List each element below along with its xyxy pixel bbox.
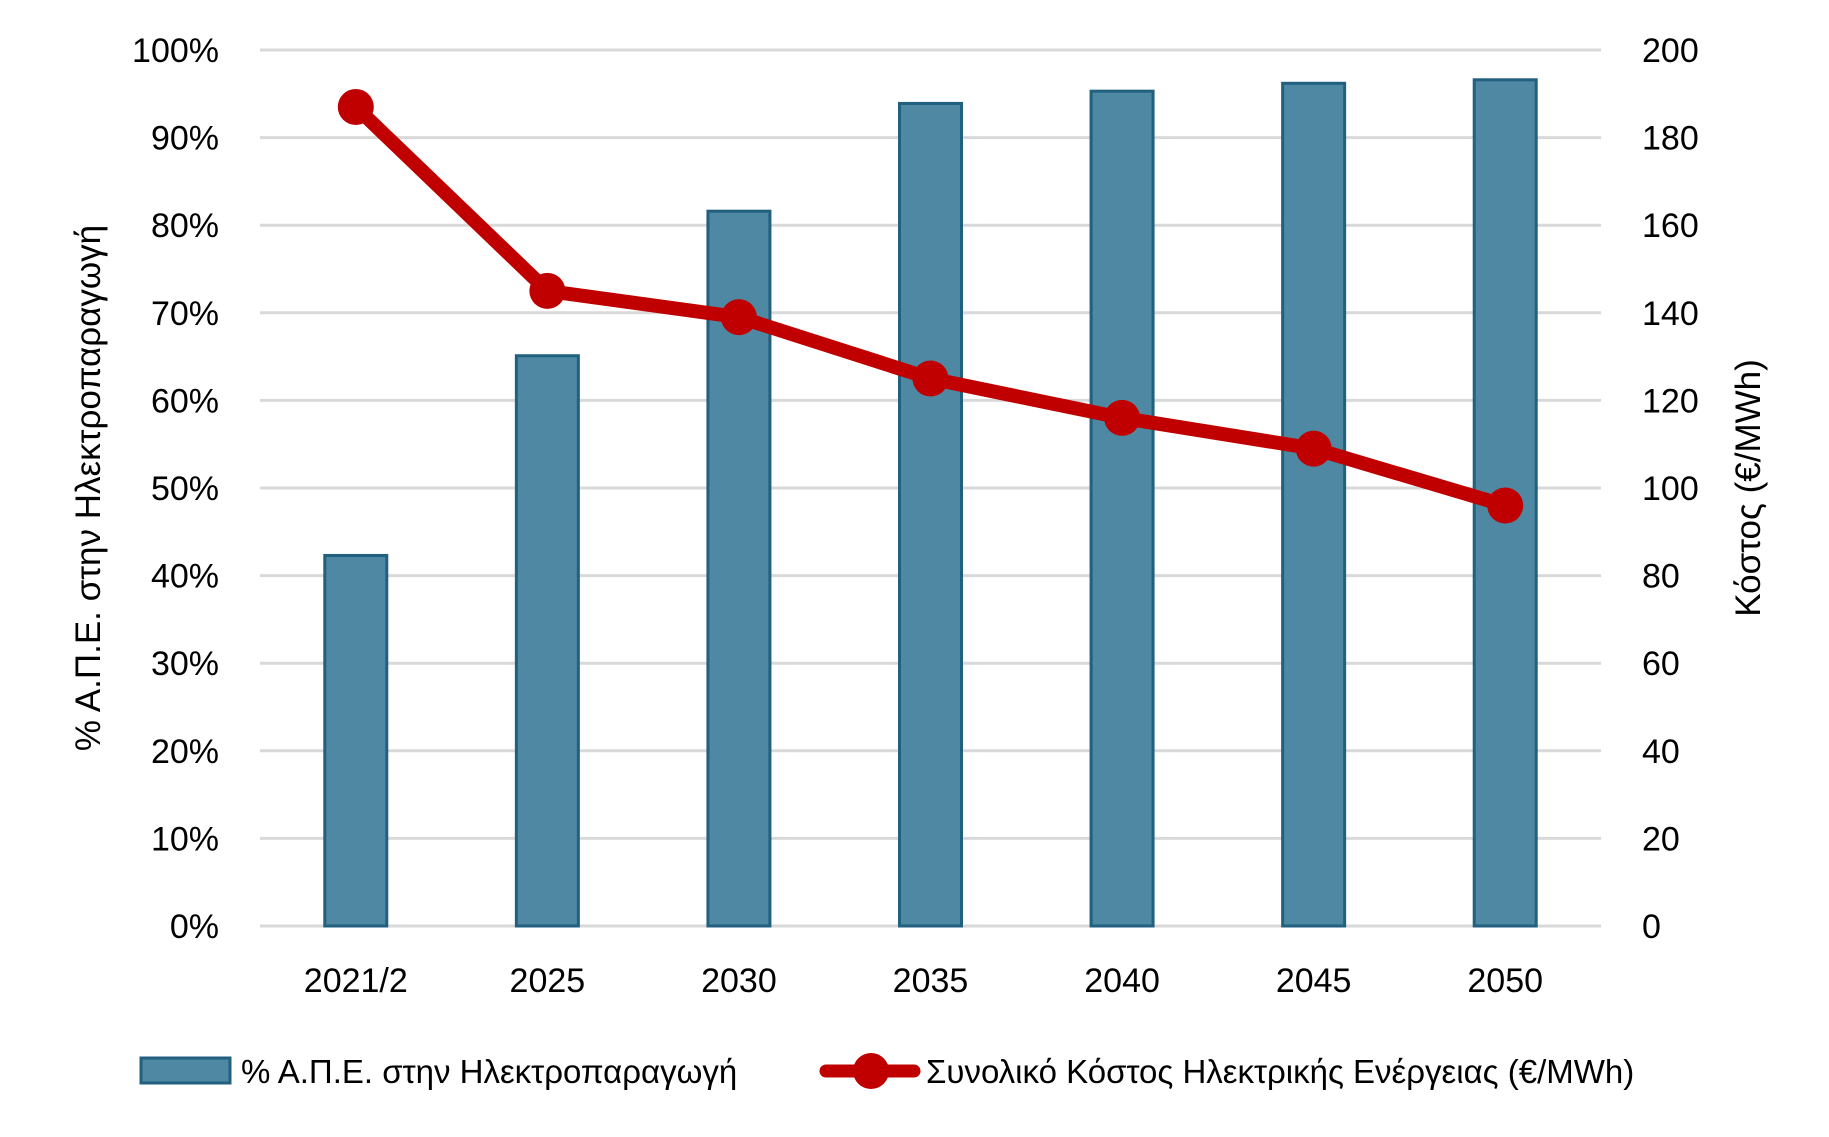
bar[interactable] — [1089, 89, 1155, 928]
x-axis-labels: 2021/2 2025 2030 2035 2040 2045 2050 — [304, 962, 1543, 1000]
right-tick-label: 120 — [1642, 382, 1699, 420]
left-tick-label: 0% — [170, 908, 219, 946]
legend-line-label: Συνολικό Κόστος Ηλεκτρικής Ενέργειας (€/… — [926, 1053, 1634, 1090]
x-tick-label: 2040 — [1084, 962, 1160, 1000]
right-tick-label: 140 — [1642, 295, 1699, 333]
line-marker[interactable] — [912, 360, 949, 397]
left-tick-label: 20% — [151, 733, 219, 771]
legend-bar-swatch-icon — [139, 1056, 232, 1085]
left-tick-label: 10% — [151, 820, 219, 858]
right-tick-label: 0 — [1642, 908, 1661, 946]
left-tick-label: 70% — [151, 295, 219, 333]
right-tick-label: 80 — [1642, 558, 1680, 596]
x-tick-label: 2045 — [1276, 962, 1352, 1000]
right-axis-ticks: 0 20 40 60 80 100 120 140 160 180 200 — [1642, 32, 1699, 946]
legend-item-line[interactable]: Συνολικό Κόστος Ηλεκτρικής Ενέργειας (€/… — [819, 1053, 1634, 1090]
legend-item-bars[interactable]: % Α.Π.Ε. στην Ηλεκτροπαραγωγή — [139, 1053, 737, 1090]
right-tick-label: 60 — [1642, 645, 1680, 683]
right-tick-label: 40 — [1642, 733, 1680, 771]
left-tick-label: 80% — [151, 207, 219, 245]
line-marker[interactable] — [529, 272, 566, 309]
left-tick-label: 50% — [151, 470, 219, 508]
legend-marker-icon — [853, 1053, 889, 1089]
x-tick-label: 2035 — [893, 962, 969, 1000]
x-tick-label: 2021/2 — [304, 962, 408, 1000]
left-tick-label: 60% — [151, 382, 219, 420]
right-tick-label: 100 — [1642, 470, 1699, 508]
x-tick-label: 2025 — [510, 962, 586, 1000]
right-tick-label: 180 — [1642, 120, 1699, 158]
x-tick-label: 2050 — [1467, 962, 1543, 1000]
bar[interactable] — [323, 553, 389, 928]
line-marker[interactable] — [1487, 487, 1524, 524]
left-tick-label: 90% — [151, 120, 219, 158]
bar-series — [323, 78, 1538, 928]
line-marker[interactable] — [1104, 399, 1141, 436]
left-axis-title: % Α.Π.Ε. στην Ηλεκτροπαραγωγή — [69, 225, 108, 751]
right-tick-label: 160 — [1642, 207, 1699, 245]
line-marker[interactable] — [337, 88, 374, 125]
legend: % Α.Π.Ε. στην Ηλεκτροπαραγωγή Συνολικό Κ… — [139, 1053, 1634, 1090]
right-tick-label: 20 — [1642, 820, 1680, 858]
line-marker[interactable] — [720, 299, 757, 336]
line-series — [337, 88, 1524, 524]
legend-bar-label: % Α.Π.Ε. στην Ηλεκτροπαραγωγή — [241, 1053, 737, 1090]
right-tick-label: 200 — [1642, 32, 1699, 70]
bar[interactable] — [514, 354, 580, 928]
left-tick-label: 40% — [151, 558, 219, 596]
left-tick-label: 100% — [132, 32, 219, 70]
x-tick-label: 2030 — [701, 962, 777, 1000]
bar[interactable] — [1281, 81, 1347, 928]
line-marker[interactable] — [1295, 430, 1332, 467]
bar[interactable] — [898, 101, 963, 928]
left-axis-ticks: 0% 10% 20% 30% 40% 50% 60% 70% 80% 90% 100% — [132, 32, 219, 946]
left-tick-label: 30% — [151, 645, 219, 683]
right-axis-title: Κόστος (€/MWh) — [1729, 359, 1768, 617]
